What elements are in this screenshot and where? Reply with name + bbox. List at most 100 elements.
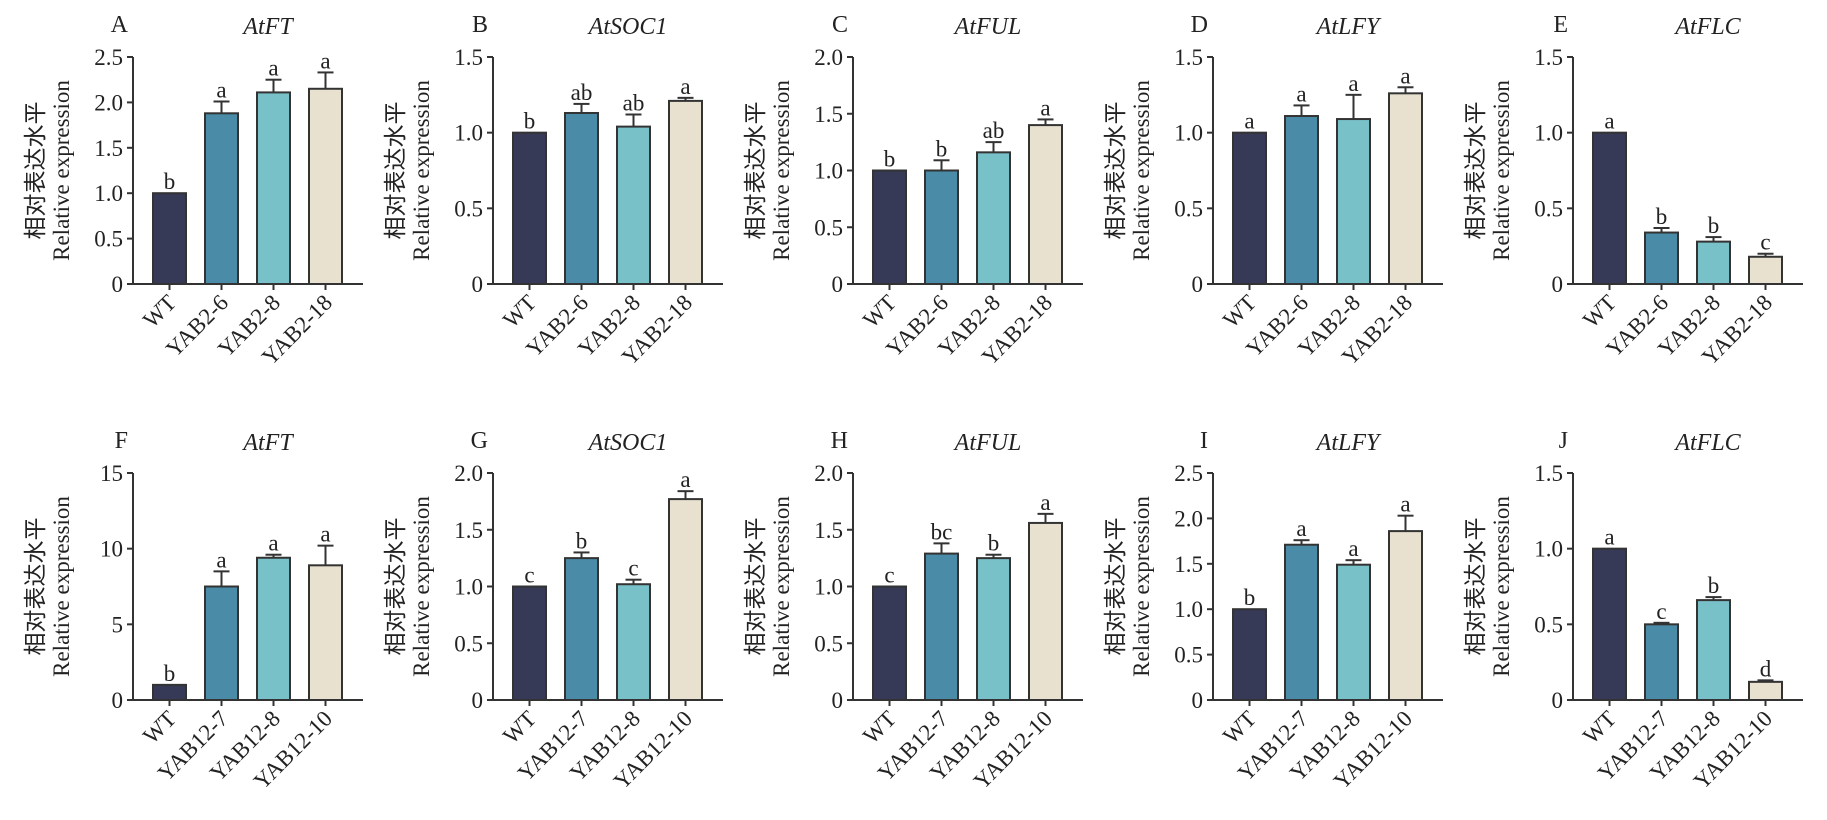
bar <box>872 585 907 701</box>
y-axis-label-en: Relative expression <box>409 80 434 261</box>
bar <box>1644 623 1679 701</box>
significance-label: b <box>1656 204 1668 229</box>
x-tick-label: WT <box>1218 290 1261 333</box>
x-tick-label: WT <box>138 290 181 333</box>
significance-label: b <box>1244 585 1256 610</box>
bar <box>1388 92 1423 285</box>
bar <box>1696 599 1731 701</box>
chart-title: AtLFY <box>1315 430 1382 456</box>
y-tick-label: 1.5 <box>1534 45 1563 70</box>
bar <box>1028 124 1063 285</box>
bar <box>1284 543 1319 701</box>
significance-label: a <box>320 48 330 73</box>
panel-letter: D <box>1191 12 1208 38</box>
y-tick-label: 0 <box>832 688 844 713</box>
y-tick-label: 0.5 <box>1534 196 1563 221</box>
y-tick-label: 0.5 <box>1174 643 1203 668</box>
y-tick-label: 5 <box>112 612 124 637</box>
y-axis-label-cn: 相对表达水平 <box>1103 102 1128 240</box>
y-axis-label-en: Relative expression <box>49 496 74 677</box>
bar <box>616 125 651 286</box>
significance-label: a <box>680 467 690 492</box>
y-axis-label-cn: 相对表达水平 <box>383 518 408 656</box>
significance-label: b <box>1708 213 1720 238</box>
chart-title: AtFLC <box>1673 430 1741 456</box>
y-tick-label: 1.5 <box>454 45 483 70</box>
y-tick-label: 1.0 <box>1174 597 1203 622</box>
y-tick-label: 2.5 <box>1174 461 1203 486</box>
panel-letter: H <box>831 428 848 454</box>
y-tick-label: 0.5 <box>454 631 483 656</box>
y-tick-label: 1.0 <box>814 575 843 600</box>
significance-label: ab <box>983 118 1005 143</box>
bar <box>924 552 959 702</box>
bar <box>1336 563 1371 702</box>
chart-title: AtFT <box>241 430 294 456</box>
x-tick-label: WT <box>1218 706 1261 749</box>
y-tick-label: 0 <box>1552 272 1564 297</box>
y-tick-label: 2.5 <box>94 45 123 70</box>
y-tick-label: 2.0 <box>454 461 483 486</box>
chart-title: AtLFY <box>1315 14 1382 40</box>
x-tick-label: WT <box>1578 290 1621 333</box>
y-axis-label-cn: 相对表达水平 <box>743 518 768 656</box>
chart-title: AtFT <box>241 14 294 40</box>
panel-c: C AtFUL 相对表达水平 Relative expression 0 0.5 1.0 1.… <box>743 12 1083 370</box>
bar <box>152 192 187 285</box>
y-axis-label-en: Relative expression <box>769 80 794 261</box>
bar <box>1696 240 1731 285</box>
significance-label: b <box>576 528 588 553</box>
significance-label: a <box>1400 492 1410 517</box>
chart-title: AtFUL <box>953 430 1022 456</box>
y-tick-label: 10 <box>100 537 123 562</box>
significance-label: a <box>1040 95 1050 120</box>
y-axis-label-en: Relative expression <box>1489 80 1514 261</box>
panel-letter: A <box>111 12 129 38</box>
bar <box>512 131 547 285</box>
significance-label: a <box>1040 490 1050 515</box>
bar <box>1748 680 1783 702</box>
y-tick-label: 1.5 <box>1174 552 1203 577</box>
y-tick-label: 1.5 <box>1534 461 1563 486</box>
significance-label: c <box>628 556 638 581</box>
bar <box>668 498 703 702</box>
significance-label: c <box>1760 230 1770 255</box>
y-tick-label: 1.5 <box>814 102 843 127</box>
significance-label: a <box>1604 525 1614 550</box>
y-tick-label: 0.5 <box>94 227 123 252</box>
panel-i: I AtLFY 相对表达水平 Relative expression 0 0.5 1.0 1.… <box>1103 428 1443 794</box>
y-axis-label-en: Relative expression <box>49 80 74 261</box>
y-tick-label: 0 <box>472 272 484 297</box>
y-tick-label: 0.5 <box>814 631 843 656</box>
y-tick-label: 15 <box>100 461 123 486</box>
y-tick-label: 0.5 <box>1174 196 1203 221</box>
significance-label: a <box>1244 109 1254 134</box>
bar <box>1232 608 1267 702</box>
y-tick-label: 1.5 <box>814 518 843 543</box>
panel-j: J AtFLC 相对表达水平 Relative expression 0 0.5 1.0 1.… <box>1463 428 1803 794</box>
bar <box>1592 547 1627 702</box>
y-axis-label-en: Relative expression <box>1129 80 1154 261</box>
significance-label: b <box>164 169 176 194</box>
y-tick-label: 1.5 <box>454 518 483 543</box>
significance-label: c <box>884 563 894 588</box>
y-axis-label-cn: 相对表达水平 <box>23 518 48 656</box>
y-axis-label-en: Relative expression <box>1489 496 1514 677</box>
significance-label: a <box>1348 536 1358 561</box>
significance-label: ab <box>623 91 645 116</box>
chart-title: AtFLC <box>1673 14 1741 40</box>
panel-letter: I <box>1200 428 1208 454</box>
bar <box>204 112 239 285</box>
y-tick-label: 1.0 <box>454 575 483 600</box>
significance-label: a <box>1348 71 1358 96</box>
bar <box>1748 255 1783 286</box>
significance-label: a <box>1604 109 1614 134</box>
panel-letter: J <box>1559 428 1568 454</box>
y-tick-label: 2.0 <box>94 90 123 115</box>
y-tick-label: 0 <box>472 688 484 713</box>
y-tick-label: 1.0 <box>1174 121 1203 146</box>
y-tick-label: 1.0 <box>1534 537 1563 562</box>
bar <box>976 557 1011 701</box>
x-tick-label: WT <box>138 706 181 749</box>
significance-label: b <box>936 136 948 161</box>
